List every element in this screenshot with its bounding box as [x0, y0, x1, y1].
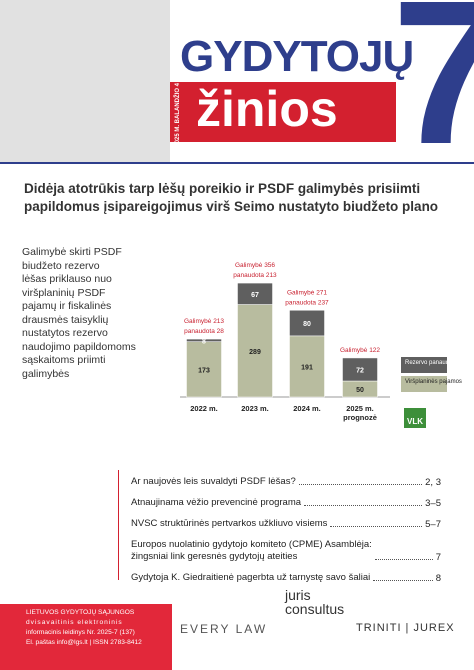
footer-line: informacinis leidinys Nr. 2025-7 (137) [26, 629, 135, 636]
side-text-line: nustatytos rezervo [22, 327, 108, 339]
category-label: 2024 m. [293, 404, 321, 413]
side-text-line: drausmės taisyklių [22, 313, 109, 326]
toc-leader [330, 526, 423, 527]
toc-title: Gydytoja K. Giedraitienė pagerbta už tar… [131, 572, 370, 584]
toc-title: NVSC struktūrinės pertvarkos užkliuvo vi… [131, 518, 327, 530]
annotation: Galimybė 213 [184, 318, 224, 325]
toc-item: Ar naujovės leis suvaldyti PSDF lėšas? 2,… [131, 476, 441, 488]
footer-line: dvisavaitinis elektroninis [26, 619, 123, 626]
toc-title-line: Atnaujinama vėžio prevencinė programa [131, 497, 302, 508]
sponsor: TRINITI | JUREX [356, 622, 455, 634]
side-text-line: galimybės [22, 367, 70, 380]
headline-line: Didėja atotrūkis tarp lėšų poreikio ir P… [24, 181, 421, 196]
toc-title-line: Europos nuolatinio gydytojo komiteto (CP… [131, 539, 372, 550]
toc-leader [373, 580, 433, 581]
toc-pages: 2, 3 [425, 477, 441, 488]
toc-pages: 7 [435, 552, 441, 563]
side-text-line: biudžeto rezervo [22, 259, 100, 272]
title-bottom: žinios [196, 81, 338, 137]
side-text: Galimybė skirti PSDF biudžeto rezervo lėša… [22, 246, 136, 381]
toc-title: Ar naujovės leis suvaldyti PSDF lėšas? [131, 476, 296, 488]
issue-date: 2025 M. BALANDŽIO 4 D. [175, 75, 181, 147]
annotation: Galimybė 122 [340, 347, 380, 354]
legend-swatch [401, 357, 447, 373]
bar-segment [289, 310, 325, 337]
sponsor-part: TRINITI [356, 622, 402, 634]
bar-segment [237, 282, 273, 305]
logo: VLK [407, 417, 423, 426]
sponsor: EVERY LAW [180, 622, 268, 636]
headline: Didėja atotrūkis tarp lėšų poreikio ir P… [24, 180, 438, 216]
toc-item: Gydytoja K. Giedraitienė pagerbta už tar… [131, 572, 441, 584]
annotation: panaudota 237 [285, 299, 329, 306]
title-box [170, 82, 396, 142]
sponsor-part: JUREX [413, 622, 455, 634]
logo-box [404, 408, 426, 428]
bar-segment [186, 338, 222, 342]
toc-leader [298, 484, 423, 485]
header-panel [0, 0, 170, 162]
toc-title: Atnaujinama vėžio prevencinė programa [131, 497, 301, 509]
toc-pages: 5–7 [425, 519, 441, 530]
legend-swatch [401, 376, 447, 392]
header-rule [0, 162, 474, 164]
toc-leader [374, 559, 433, 560]
annotation: Galimybė 356 [235, 262, 275, 269]
side-text-line: naudojimo papildomoms [22, 340, 136, 353]
toc: Ar naujovės leis suvaldyti PSDF lėšas? 2,… [131, 476, 441, 593]
legend-label: Rezervo panaudojimas [405, 360, 466, 366]
toc-title-line: Ar naujovės leis suvaldyti PSDF lėšas? [131, 476, 296, 487]
legend-label: Viršplaninės pajamos [405, 379, 462, 385]
chart: 173 8 Galimybė 213 panaudota 28 2022 m. 289 67… [180, 262, 466, 428]
annotation: panaudota 28 [184, 328, 224, 335]
bar-value-label: 8 [202, 338, 206, 345]
footer-line: LIETUVOS GYDYTOJŲ SĄJUNGOS [26, 609, 135, 616]
bar-value-label: 67 [251, 292, 259, 299]
toc-item: Atnaujinama vėžio prevencinė programa 3–5 [131, 497, 441, 509]
side-text-line: Galimybė skirti PSDF [22, 246, 122, 258]
toc-pages: 3–5 [425, 498, 441, 509]
toc-pages: 8 [435, 573, 441, 584]
bar-value-label: 289 [249, 349, 261, 356]
side-text-line: sąskaitoms priimti [22, 354, 106, 366]
toc-title: Europos nuolatinio gydytojo komiteto (CP… [131, 539, 372, 563]
category-label: 2022 m. [190, 404, 218, 413]
toc-title-line: Gydytoja K. Giedraitienė pagerbta už tar… [131, 572, 371, 583]
bar-value-label: 50 [356, 387, 364, 394]
bar-value-label: 191 [301, 364, 313, 371]
toc-rule [118, 470, 119, 580]
sponsor-part: consultus [285, 601, 345, 617]
side-text-line: viršplaninių PSDF [22, 286, 106, 299]
toc-title-line: NVSC struktūrinės pertvarkos užkliuvo vi… [131, 518, 328, 529]
footer-line: El. paštas info@lgs.lt | ISSN 2783-8412 [26, 639, 142, 646]
sponsor: juris consultus [285, 588, 344, 616]
sponsor-part: juris [285, 587, 311, 603]
toc-item: NVSC struktūrinės pertvarkos užkliuvo vi… [131, 518, 441, 530]
bar-value-label: 173 [198, 367, 210, 374]
annotation: panaudota 213 [233, 272, 277, 279]
category-label: 2023 m. [241, 404, 269, 413]
bar-value-label: 80 [303, 321, 311, 328]
annotation: Galimybė 271 [287, 289, 327, 296]
issue-number: 7 [392, 0, 474, 187]
category-label: prognozė [343, 413, 377, 422]
side-text-line: pajamų ir fiskalinės [22, 300, 112, 312]
toc-title-line: žingsniai link geresnės gydytojų ateitie… [131, 551, 298, 562]
side-text-line: lėšas priklauso nuo [22, 273, 112, 285]
footer-box: LIETUVOS GYDYTOJŲ SĄJUNGOS dvisavaitinis… [0, 604, 172, 670]
category-label: 2025 m. [346, 404, 374, 413]
bar-segment [342, 357, 378, 382]
toc-leader [304, 505, 423, 506]
bar-value-label: 72 [356, 367, 364, 374]
toc-item: Europos nuolatinio gydytojo komiteto (CP… [131, 539, 441, 563]
title-top: GYDYTOJŲ [180, 32, 414, 81]
headline-line: papildomus įsipareigojimus virš Seimo nu… [24, 199, 439, 214]
